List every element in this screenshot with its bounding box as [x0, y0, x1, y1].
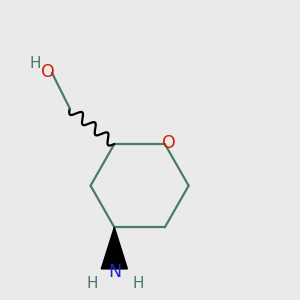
Text: H: H: [30, 56, 41, 71]
Text: H: H: [132, 276, 144, 291]
Polygon shape: [101, 227, 128, 269]
Text: N: N: [108, 263, 121, 281]
Text: H: H: [86, 276, 98, 291]
Text: O: O: [40, 63, 54, 81]
Text: O: O: [162, 134, 176, 152]
